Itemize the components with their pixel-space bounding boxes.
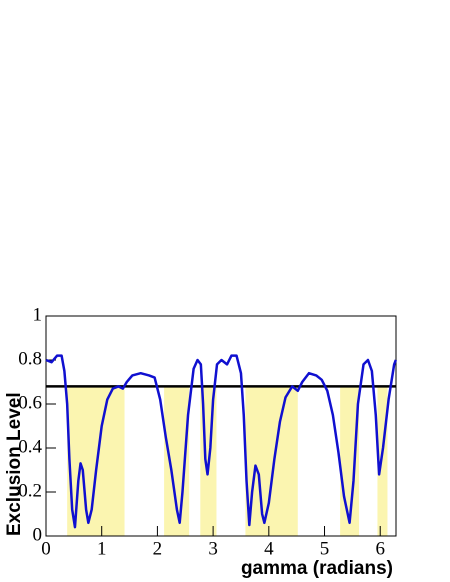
- x-tick-label: 5: [320, 538, 330, 559]
- x-tick-label: 3: [208, 538, 218, 559]
- x-tick-label: 6: [375, 538, 385, 559]
- y-axis-title: Exclusion Level: [4, 392, 25, 536]
- x-tick-label: 4: [264, 538, 274, 559]
- excluded-band: [377, 386, 388, 536]
- x-tick-label: 2: [153, 538, 163, 559]
- y-tick-label: 0: [33, 524, 43, 545]
- series-line: [45, 354, 397, 529]
- x-axis-title: gamma (radians): [241, 558, 393, 579]
- x-tick-label: 1: [97, 538, 107, 559]
- y-tick-label: 0.2: [18, 480, 42, 501]
- y-tick-label: 0.4: [18, 436, 42, 457]
- y-tick-label: 0.8: [18, 348, 42, 369]
- x-tick-label: 0: [41, 538, 51, 559]
- y-tick-label: 1: [33, 304, 43, 325]
- plot-frame: [45, 315, 397, 537]
- excluded-band: [245, 386, 298, 536]
- y-tick-label: 0.6: [18, 392, 42, 413]
